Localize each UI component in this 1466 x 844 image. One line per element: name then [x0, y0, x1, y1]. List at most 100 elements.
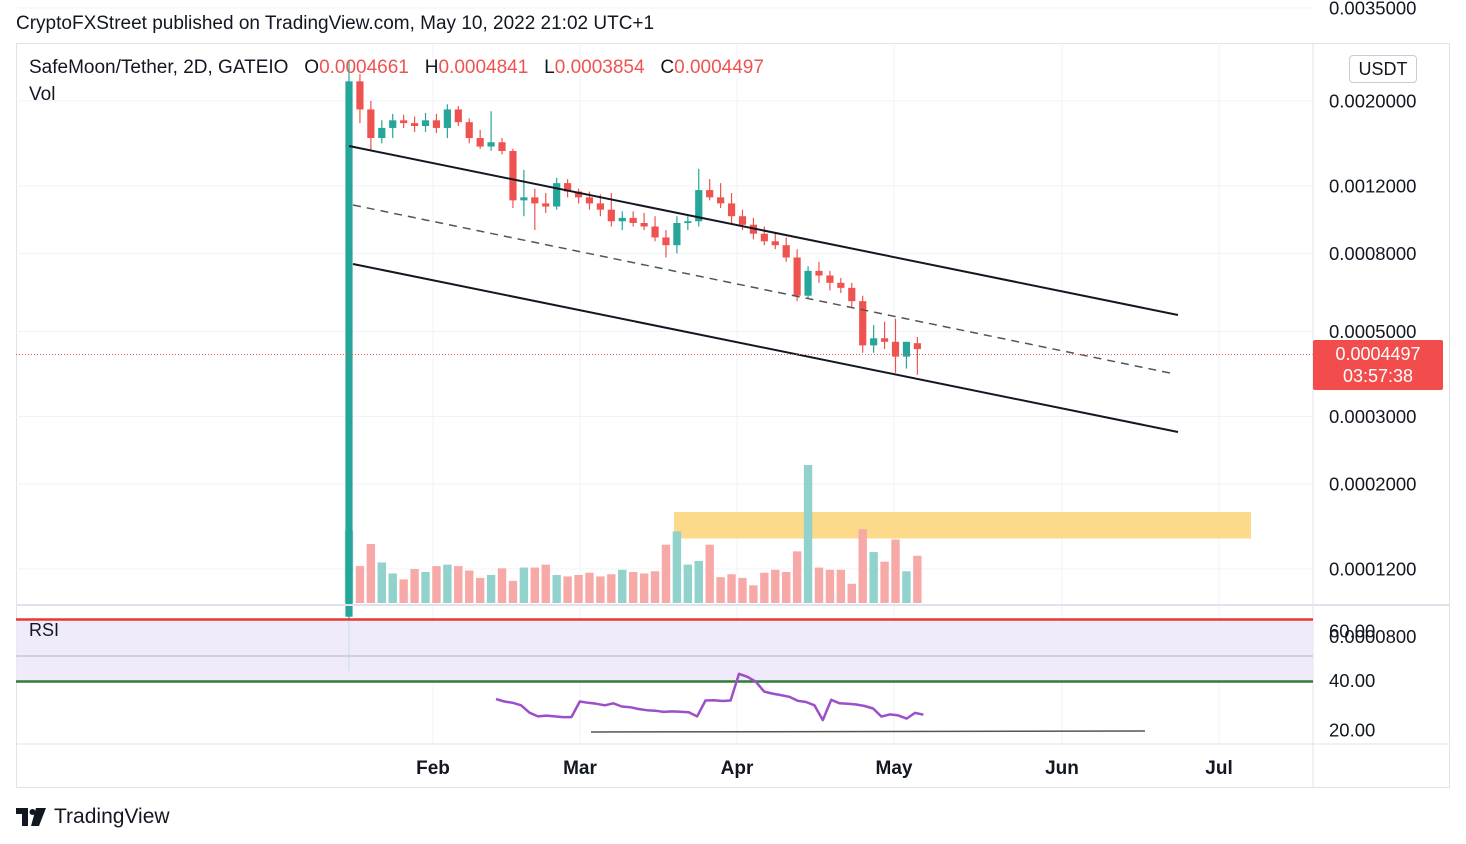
- volume-bar[interactable]: [454, 566, 463, 603]
- volume-bar[interactable]: [574, 574, 583, 603]
- volume-bar[interactable]: [891, 539, 900, 603]
- volume-bar[interactable]: [497, 568, 507, 603]
- volume-bar[interactable]: [410, 569, 419, 603]
- symbol-title[interactable]: SafeMoon/Tether, 2D, GATEIO: [29, 57, 289, 78]
- candle[interactable]: [902, 341, 911, 369]
- candle[interactable]: [804, 266, 812, 299]
- candle[interactable]: [345, 60, 353, 671]
- candle[interactable]: [727, 192, 736, 223]
- volume-bar[interactable]: [628, 572, 638, 603]
- volume-bar[interactable]: [475, 577, 485, 603]
- volume-bar[interactable]: [683, 564, 693, 603]
- volume-bar[interactable]: [563, 576, 572, 603]
- volume-bar[interactable]: [377, 562, 386, 603]
- currency-selector[interactable]: USDT: [1349, 55, 1417, 83]
- volume-bar[interactable]: [760, 572, 769, 603]
- candle[interactable]: [454, 105, 462, 126]
- channel-lower-line[interactable]: [352, 263, 1179, 433]
- volume-bar[interactable]: [432, 566, 441, 603]
- candle[interactable]: [640, 212, 648, 231]
- candle[interactable]: [465, 118, 473, 144]
- candle[interactable]: [651, 216, 659, 242]
- candle[interactable]: [848, 282, 856, 307]
- candle[interactable]: [443, 104, 451, 139]
- rsi-line[interactable]: [495, 672, 924, 722]
- candle[interactable]: [421, 112, 430, 132]
- candle[interactable]: [826, 270, 834, 291]
- rsi-indicator-label[interactable]: RSI: [29, 620, 60, 640]
- volume-bar[interactable]: [694, 560, 703, 603]
- volume-bar[interactable]: [705, 544, 714, 603]
- candle[interactable]: [673, 216, 681, 254]
- candle[interactable]: [520, 170, 528, 217]
- volume-bar[interactable]: [913, 555, 922, 603]
- candle[interactable]: [553, 177, 561, 210]
- volume-bar[interactable]: [650, 571, 660, 603]
- volume-bar[interactable]: [782, 572, 791, 603]
- volume-bar[interactable]: [355, 566, 365, 603]
- candle[interactable]: [564, 179, 572, 198]
- volume-bar[interactable]: [814, 567, 824, 603]
- volume-bar[interactable]: [869, 552, 878, 603]
- volume-bar[interactable]: [727, 574, 736, 603]
- volume-bar[interactable]: [847, 583, 856, 603]
- rsi-support-line[interactable]: [590, 730, 1146, 733]
- volume-bar[interactable]: [716, 577, 725, 603]
- candle[interactable]: [487, 111, 495, 151]
- candle[interactable]: [662, 230, 670, 258]
- volume-bar[interactable]: [421, 572, 430, 603]
- volume-indicator-label[interactable]: Vol: [29, 84, 56, 105]
- channel-upper-line[interactable]: [348, 145, 1179, 316]
- volume-bar[interactable]: [486, 574, 496, 603]
- volume-bar[interactable]: [836, 569, 846, 603]
- candle[interactable]: [815, 261, 823, 283]
- candle[interactable]: [793, 249, 801, 302]
- candle[interactable]: [706, 179, 714, 201]
- volume-bar[interactable]: [792, 551, 802, 603]
- volume-bar[interactable]: [803, 465, 813, 603]
- candle[interactable]: [717, 183, 725, 209]
- volume-bar[interactable]: [541, 564, 550, 603]
- volume-bar[interactable]: [858, 529, 867, 603]
- volume-bar[interactable]: [902, 571, 911, 603]
- volume-bar[interactable]: [749, 585, 758, 603]
- candle[interactable]: [356, 74, 364, 124]
- volume-bar[interactable]: [508, 580, 518, 603]
- candle[interactable]: [782, 237, 790, 262]
- volume-bar[interactable]: [738, 577, 747, 603]
- volume-bar[interactable]: [771, 569, 780, 603]
- volume-bar[interactable]: [661, 544, 671, 603]
- volume-bar[interactable]: [530, 567, 540, 603]
- candle[interactable]: [870, 324, 878, 353]
- candle[interactable]: [629, 211, 637, 227]
- candle[interactable]: [891, 318, 900, 373]
- volume-bar[interactable]: [465, 570, 474, 603]
- candle[interactable]: [432, 113, 441, 133]
- candle[interactable]: [684, 216, 692, 231]
- volume-bar[interactable]: [585, 572, 594, 603]
- volume-bar[interactable]: [607, 574, 616, 603]
- candle[interactable]: [574, 188, 583, 204]
- candle[interactable]: [859, 295, 867, 353]
- candle[interactable]: [389, 113, 397, 139]
- volume-bar[interactable]: [825, 569, 835, 603]
- volume-bar[interactable]: [443, 564, 452, 603]
- candle[interactable]: [410, 116, 419, 132]
- candle[interactable]: [531, 188, 539, 231]
- candle[interactable]: [880, 321, 889, 350]
- volume-bar[interactable]: [596, 576, 605, 603]
- candle[interactable]: [378, 120, 386, 144]
- candle[interactable]: [542, 192, 550, 213]
- volume-bar[interactable]: [552, 574, 561, 603]
- candle[interactable]: [498, 138, 506, 155]
- candle[interactable]: [367, 100, 375, 151]
- candle[interactable]: [618, 211, 626, 231]
- volume-bar[interactable]: [366, 543, 376, 603]
- candle[interactable]: [476, 129, 484, 149]
- volume-bar[interactable]: [618, 569, 627, 603]
- volume-bar[interactable]: [399, 579, 408, 603]
- tradingview-brand[interactable]: TradingView: [16, 803, 170, 831]
- volume-bar[interactable]: [519, 567, 529, 603]
- candle[interactable]: [400, 114, 408, 128]
